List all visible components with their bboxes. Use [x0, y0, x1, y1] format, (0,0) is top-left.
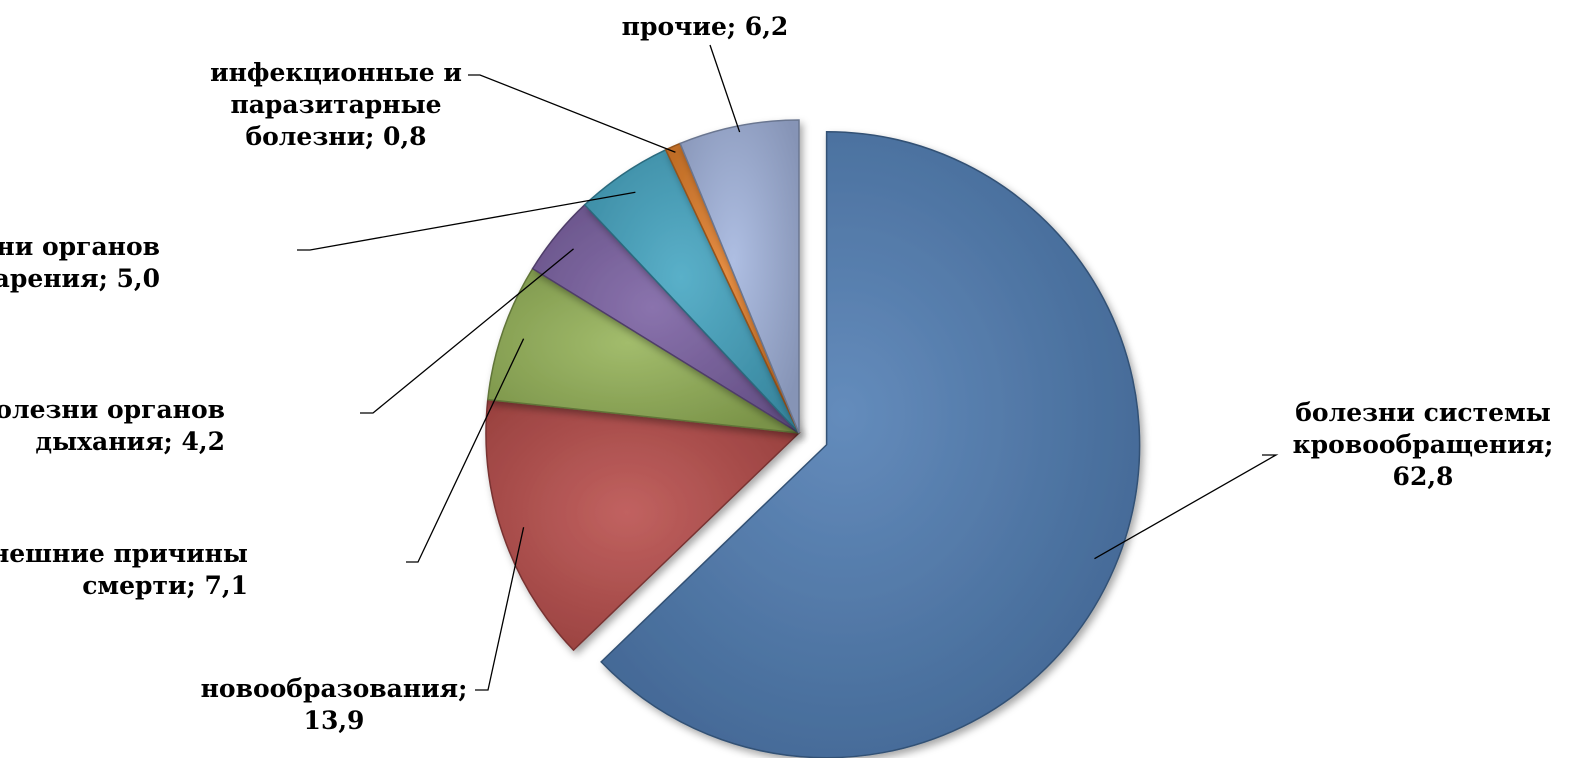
slice-label-2: внешние причины смерти; 7,1 [0, 539, 248, 600]
leader-line-2 [406, 338, 525, 563]
slice-label-line: пищеварения; 5,0 [0, 264, 160, 293]
slice-label-line: болезни системы [1295, 398, 1551, 427]
slice-label-line: новообразования; [201, 674, 468, 703]
slice-label-line: 13,9 [304, 706, 365, 735]
slice-label-6: прочие; 6,2 [622, 12, 789, 41]
slice-label-line: болезни; 0,8 [245, 122, 426, 151]
leader-line-0 [1094, 454, 1279, 560]
slice-label-line: болезни органов [0, 395, 225, 424]
slice-label-3: болезни органов дыхания; 4,2 [0, 395, 225, 456]
pie-slice-0 [600, 130, 1141, 758]
leader-line-5 [468, 74, 676, 153]
leader-line-1 [475, 527, 525, 691]
slice-labels: болезни системы кровообращения; 62,8 новооб… [0, 12, 1553, 735]
slice-label-1: новообразования; 13,9 [201, 674, 468, 735]
slice-label-line: смерти; 7,1 [82, 571, 248, 600]
slice-label-line: 62,8 [1393, 462, 1454, 491]
slice-label-0: болезни системы кровообращения; 62,8 [1293, 398, 1554, 491]
leader-line-6 [709, 44, 741, 133]
slice-label-line: прочие; 6,2 [622, 12, 789, 41]
leader-lines [297, 44, 1279, 691]
slice-label-4: болезни органов пищеварения; 5,0 [0, 232, 160, 293]
slice-label-line: паразитарные [230, 90, 441, 119]
pie-slices [485, 119, 1141, 758]
slice-label-line: внешние причины [0, 539, 248, 568]
slice-label-5: инфекционные и паразитарные болезни; 0,8 [210, 58, 462, 151]
leader-line-4 [297, 191, 636, 251]
pie-slice-6 [679, 119, 800, 434]
pie-slice-2 [486, 267, 800, 434]
slice-label-line: кровообращения; [1293, 430, 1554, 459]
slice-label-line: дыхания; 4,2 [35, 427, 225, 456]
slice-label-line: инфекционные и [210, 58, 462, 87]
leader-line-3 [360, 248, 574, 414]
pie-slice-1 [485, 398, 801, 652]
slice-label-line: болезни органов [0, 232, 160, 261]
